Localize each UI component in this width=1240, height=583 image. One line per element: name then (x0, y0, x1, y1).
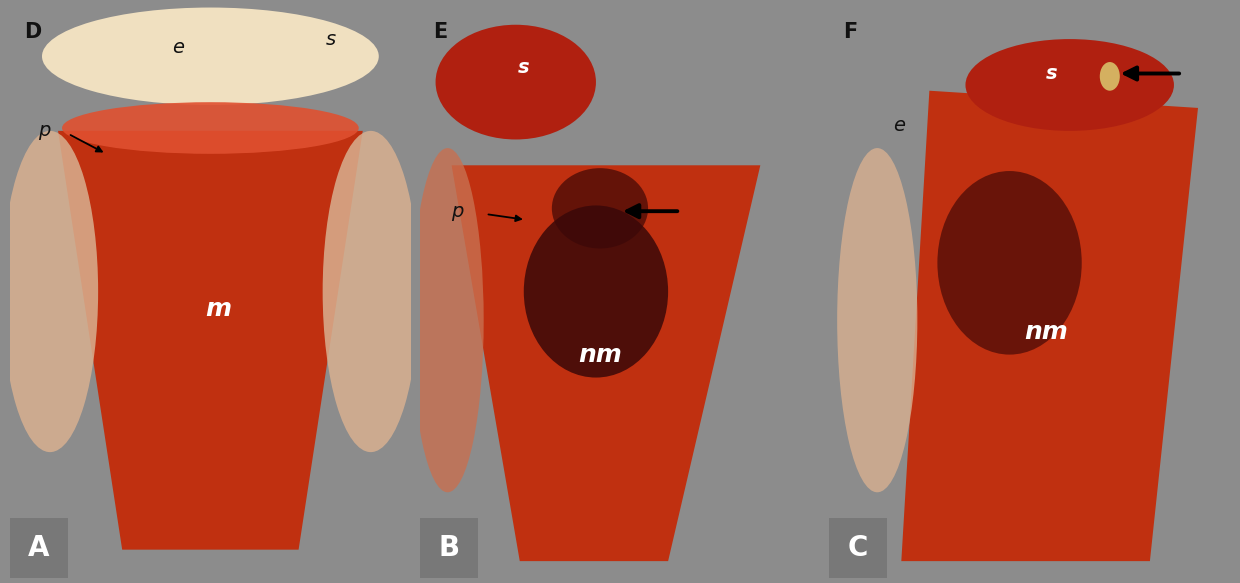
Text: p: p (37, 121, 50, 141)
FancyBboxPatch shape (419, 518, 477, 578)
Text: p: p (451, 202, 464, 221)
Ellipse shape (837, 148, 918, 492)
Text: m: m (206, 297, 232, 321)
Ellipse shape (552, 168, 649, 248)
Ellipse shape (2, 131, 98, 452)
Polygon shape (901, 91, 1198, 561)
Ellipse shape (322, 131, 419, 452)
Ellipse shape (412, 148, 484, 492)
Text: C: C (848, 534, 868, 562)
FancyBboxPatch shape (830, 518, 888, 578)
Ellipse shape (966, 39, 1174, 131)
Ellipse shape (937, 171, 1081, 354)
Ellipse shape (42, 8, 378, 105)
Text: F: F (843, 22, 857, 42)
Text: A: A (29, 534, 50, 562)
Text: s: s (1045, 64, 1058, 83)
Ellipse shape (523, 205, 668, 378)
Text: E: E (434, 22, 448, 42)
Ellipse shape (1100, 62, 1120, 91)
Text: s: s (326, 30, 336, 48)
Text: nm: nm (1024, 319, 1068, 343)
Ellipse shape (435, 24, 596, 139)
Polygon shape (451, 166, 760, 561)
Ellipse shape (62, 102, 358, 154)
Text: nm: nm (578, 343, 621, 367)
Text: D: D (24, 22, 41, 42)
FancyBboxPatch shape (10, 518, 68, 578)
Text: e: e (893, 115, 905, 135)
Text: e: e (172, 38, 185, 57)
Text: s: s (518, 58, 529, 78)
Polygon shape (58, 131, 363, 550)
Text: B: B (438, 534, 459, 562)
